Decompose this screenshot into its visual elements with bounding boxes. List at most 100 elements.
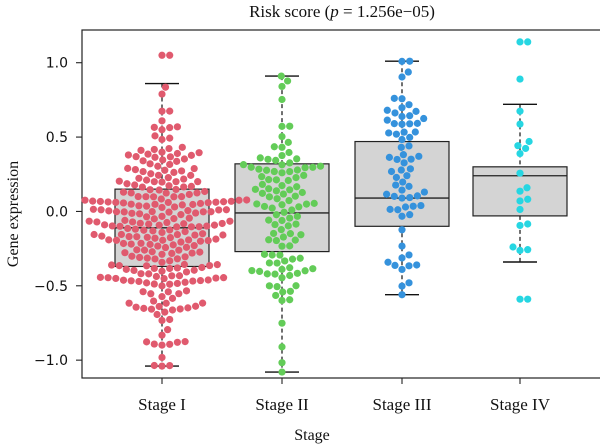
data-point <box>199 208 207 216</box>
data-point <box>509 243 517 251</box>
data-point <box>253 200 261 208</box>
data-point <box>159 236 167 244</box>
data-point <box>166 134 174 142</box>
data-point <box>187 171 195 179</box>
data-point <box>176 305 184 313</box>
data-point <box>178 167 186 175</box>
data-point <box>405 142 413 150</box>
data-point <box>127 200 135 208</box>
data-point <box>180 183 188 191</box>
data-point <box>148 207 156 216</box>
data-point <box>297 231 305 239</box>
data-point <box>165 144 173 153</box>
data-point <box>285 148 293 157</box>
data-point <box>411 128 419 136</box>
data-point <box>404 68 412 76</box>
data-point <box>278 368 286 376</box>
data-point <box>164 288 172 296</box>
data-point <box>173 149 181 158</box>
data-point <box>173 223 181 231</box>
data-point <box>405 262 413 270</box>
data-point <box>204 199 212 207</box>
data-point <box>181 338 189 346</box>
data-point <box>401 203 410 211</box>
data-point <box>146 160 154 168</box>
data-point <box>158 90 166 98</box>
data-point <box>108 222 116 230</box>
data-point <box>213 261 221 269</box>
data-point <box>154 171 163 179</box>
data-point <box>177 211 185 219</box>
x-tick-label: Stage III <box>372 395 431 414</box>
data-point <box>185 236 193 244</box>
data-point <box>158 203 166 212</box>
data-point <box>286 214 294 222</box>
data-point <box>291 236 299 244</box>
data-point <box>158 228 166 237</box>
data-point <box>407 155 415 163</box>
data-point <box>277 72 285 80</box>
data-point <box>384 258 392 266</box>
plot-frame <box>81 29 600 379</box>
data-point <box>189 277 197 285</box>
data-point <box>125 232 133 241</box>
data-point <box>143 279 151 287</box>
data-point <box>162 189 170 197</box>
data-point <box>260 250 269 258</box>
data-point <box>158 362 166 370</box>
data-point <box>150 297 158 305</box>
data-point <box>286 186 294 194</box>
data-point <box>271 220 279 229</box>
data-point <box>420 114 428 123</box>
data-point <box>278 216 286 225</box>
data-point <box>393 155 401 164</box>
data-point <box>150 145 158 154</box>
data-point <box>278 201 286 209</box>
data-point <box>406 112 414 120</box>
data-point <box>173 264 181 272</box>
data-point <box>406 211 414 219</box>
data-point <box>286 264 294 272</box>
data-point <box>392 181 400 189</box>
data-point <box>173 230 181 239</box>
data-point <box>158 107 166 115</box>
data-point <box>150 193 158 201</box>
data-point <box>258 173 266 181</box>
data-point <box>145 220 153 228</box>
data-point <box>177 238 185 246</box>
data-point <box>278 143 286 151</box>
data-point <box>270 229 278 238</box>
data-point <box>97 206 105 214</box>
data-point <box>143 338 151 346</box>
data-point <box>96 273 104 281</box>
data-point <box>124 151 132 159</box>
data-point <box>128 209 136 217</box>
data-point <box>199 230 207 238</box>
data-point <box>158 135 166 144</box>
y-axis-label: Gene expression <box>5 161 22 267</box>
data-point <box>164 198 172 207</box>
data-point <box>278 169 286 177</box>
data-point <box>398 73 406 81</box>
data-point <box>251 185 259 193</box>
data-point <box>522 144 530 153</box>
data-point <box>212 198 220 206</box>
data-point <box>151 200 159 208</box>
data-point <box>204 276 212 284</box>
data-point <box>516 38 524 46</box>
data-point <box>158 331 166 339</box>
data-point <box>286 230 294 238</box>
data-point <box>398 95 406 103</box>
data-point <box>215 206 223 214</box>
data-point <box>398 57 406 65</box>
data-point <box>199 299 207 307</box>
data-point <box>278 95 286 104</box>
data-point <box>383 190 391 198</box>
data-point <box>159 156 167 164</box>
data-point <box>190 266 198 274</box>
data-point <box>514 142 522 150</box>
y-tick-label: −0.5 <box>34 279 68 295</box>
data-point <box>258 180 266 189</box>
data-point <box>191 231 199 239</box>
data-point <box>301 267 309 275</box>
